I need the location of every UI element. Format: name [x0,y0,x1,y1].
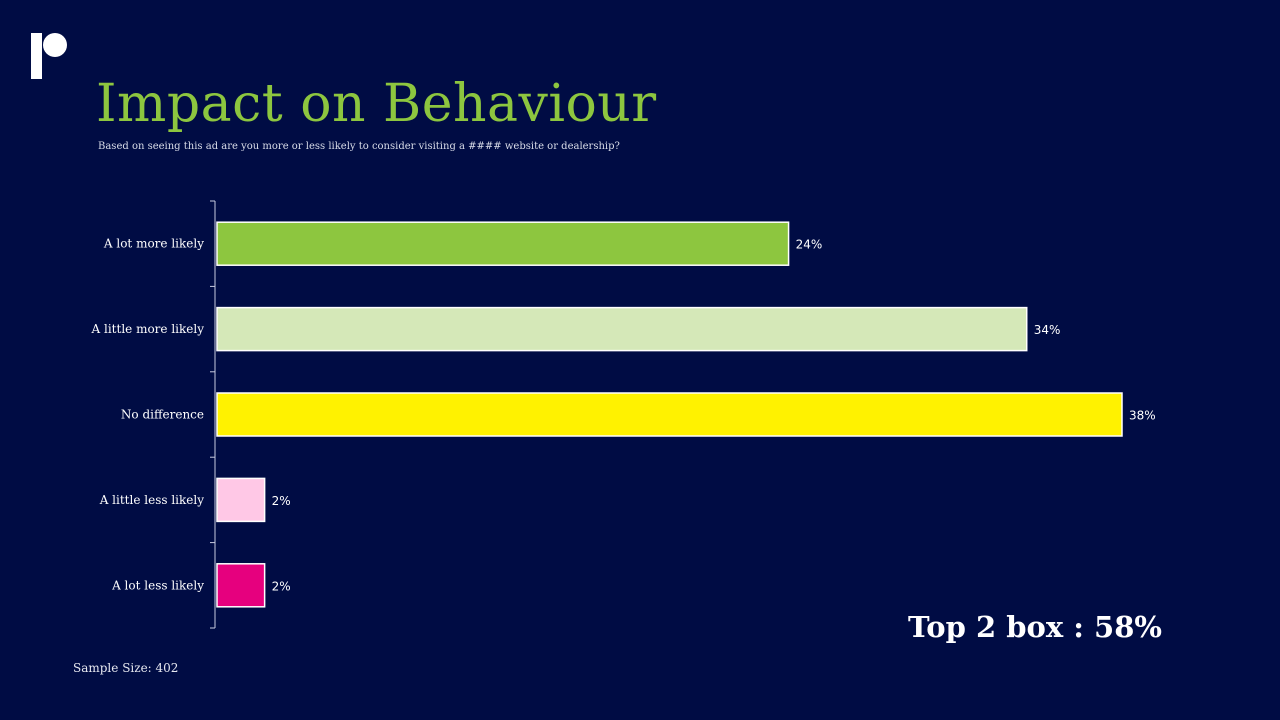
chart-question: Based on seeing this ad are you more or … [98,141,620,152]
data-label: 2% [272,494,291,508]
data-label: 24% [796,238,823,252]
bar [216,221,790,266]
bar [216,477,266,523]
category-label: No difference [121,408,204,422]
data-label: 2% [272,579,291,593]
bar [216,392,1123,437]
company-logo-icon [31,33,67,79]
bar [216,306,1028,352]
data-label: 34% [1034,323,1061,337]
top-2-box-summary: Top 2 box : 58% [908,610,1162,644]
category-label: A lot more likely [103,237,204,251]
sample-size: Sample Size: 402 [73,661,179,675]
category-label: A little more likely [91,322,205,336]
bar [216,563,266,608]
page-title: Impact on Behaviour [96,74,657,134]
data-label: 38% [1129,409,1156,423]
category-label: A lot less likely [111,578,204,592]
category-label: A little less likely [99,493,205,507]
